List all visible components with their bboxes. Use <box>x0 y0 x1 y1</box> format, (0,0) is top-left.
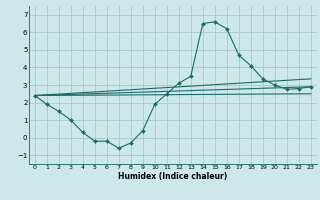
X-axis label: Humidex (Indice chaleur): Humidex (Indice chaleur) <box>118 172 228 181</box>
